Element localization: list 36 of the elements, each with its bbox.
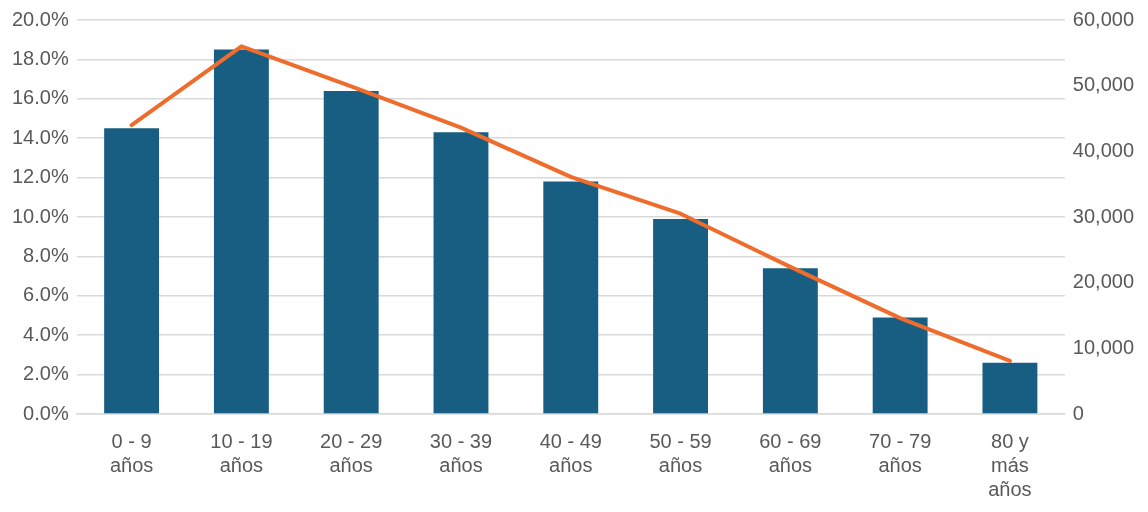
y-tick-label: 6.0% — [23, 283, 69, 306]
bar — [653, 218, 709, 414]
y2-tick-label: 40,000 — [1072, 138, 1134, 161]
x-tick-label: 50 - 59 años — [649, 429, 712, 476]
y-tick-label: 8.0% — [23, 243, 69, 266]
bar — [543, 181, 599, 414]
x-tick-label: 70 - 79 años — [869, 429, 932, 476]
y-tick-label: 12.0% — [11, 165, 69, 188]
x-tick-label: 40 - 49 años — [539, 429, 602, 476]
bar — [762, 268, 818, 414]
bar — [323, 90, 379, 414]
y2-tick-label: 10,000 — [1072, 335, 1134, 358]
bar — [982, 362, 1038, 414]
bar — [872, 317, 928, 414]
y-tick-label: 4.0% — [23, 322, 69, 345]
x-tick-label: 10 - 19 años — [210, 429, 273, 476]
y2-tick-label: 0 — [1072, 401, 1084, 424]
y2-tick-label: 60,000 — [1072, 7, 1134, 30]
x-tick-label: 30 - 39 años — [429, 429, 493, 476]
bar — [213, 49, 269, 414]
y2-tick-label: 20,000 — [1072, 270, 1134, 293]
y-tick-label: 20.0% — [11, 7, 69, 30]
x-tick-label: 80 y más años — [988, 429, 1032, 500]
y-tick-label: 2.0% — [23, 362, 69, 385]
y-tick-label: 16.0% — [11, 86, 69, 109]
y-tick-label: 18.0% — [11, 46, 69, 69]
bar — [104, 128, 160, 414]
x-tick-label: 0 - 9 años — [109, 429, 154, 476]
x-tick-label: 20 - 29 años — [320, 429, 383, 476]
y-tick-label: 14.0% — [11, 125, 69, 148]
x-tick-label: 60 - 69 años — [759, 429, 822, 476]
y-tick-label: 0.0% — [23, 401, 69, 424]
y2-tick-label: 50,000 — [1072, 73, 1134, 96]
bar — [433, 132, 489, 414]
y-tick-label: 10.0% — [11, 204, 69, 227]
y2-tick-label: 30,000 — [1072, 204, 1134, 227]
